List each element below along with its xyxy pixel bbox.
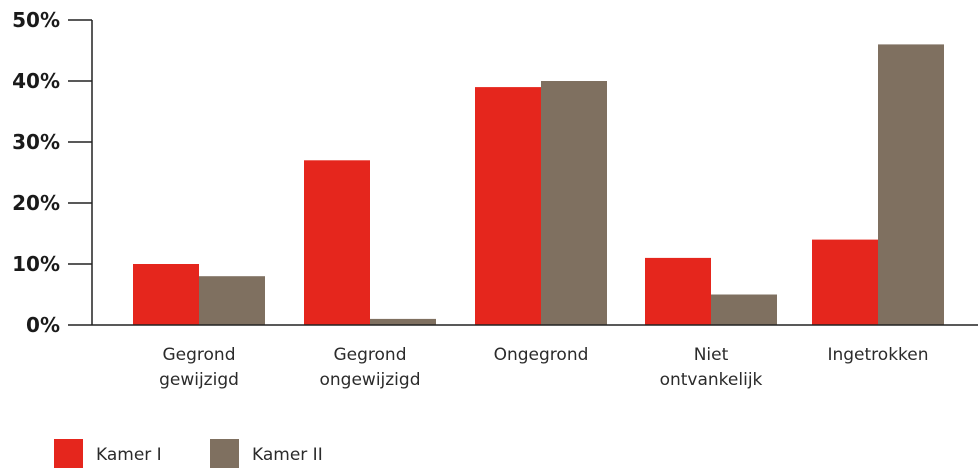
legend-label-1: Kamer I [96,445,162,465]
legend-swatch-1 [54,439,83,468]
x-axis: Gegrond gewijzigd Gegrond ongewijzigd Ongegr… [92,324,978,390]
bar-2-4 [711,294,777,325]
category-label: Gegrond ongewijzigd [319,345,420,390]
category-label-line: Gegrond [162,345,235,365]
y-tick-label: 10% [12,252,60,276]
category-label-line: Niet [694,345,729,365]
bar-2-5 [878,44,944,326]
category-label-line: gewijzigd [159,370,239,390]
bar-2-2 [370,318,436,325]
category-label-line: Ongegrond [494,345,589,365]
legend-label-2: Kamer II [252,445,323,465]
category-label: Ingetrokken [827,345,928,365]
category-label: Gegrond gewijzigd [159,345,239,390]
y-tick-label: 50% [12,8,60,32]
bar-1-4 [645,257,711,325]
bar-2-1 [199,276,265,325]
category-label-line: ongewijzigd [319,370,420,390]
legend: Kamer I Kamer II [54,439,323,468]
bar-2-3 [541,81,607,325]
category-label-line: Gegrond [333,345,406,365]
category-label-line: ontvankelijk [660,370,763,390]
y-tick-label: 20% [12,191,60,215]
category-label: Niet ontvankelijk [660,345,763,390]
bar-1-1 [133,264,199,325]
bar-1-3 [475,87,541,325]
legend-swatch-2 [210,439,239,468]
category-label-line: Ingetrokken [827,345,928,365]
y-tick-label: 40% [12,69,60,93]
bars-group [133,44,944,326]
bar-1-5 [812,239,878,325]
y-axis: 0% 10% 20% 30% 40% 50% [12,8,93,337]
category-label: Ongegrond [494,345,589,365]
bar-1-2 [304,160,370,325]
y-tick-label: 0% [26,313,60,337]
y-tick-label: 30% [12,130,60,154]
